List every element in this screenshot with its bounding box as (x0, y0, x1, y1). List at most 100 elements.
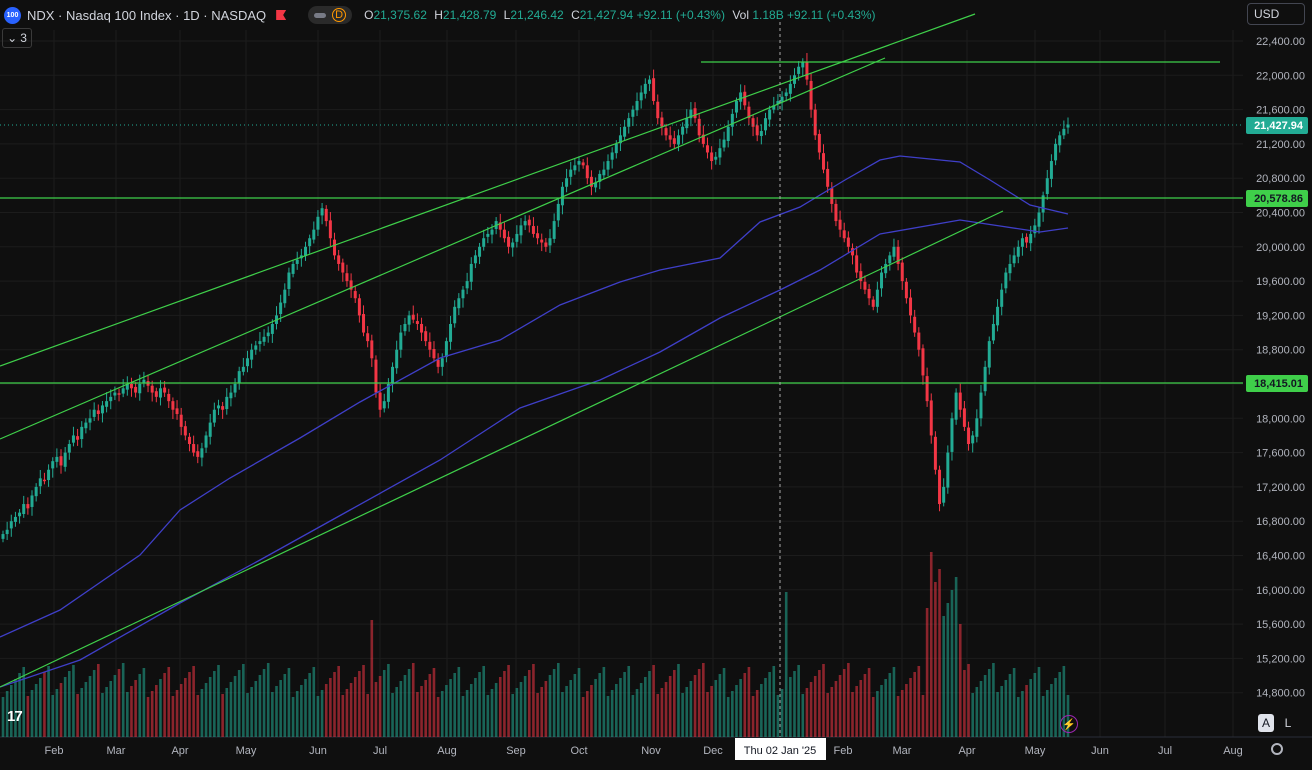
candle-body (449, 323, 453, 342)
volume-bar (345, 689, 349, 737)
gear-icon[interactable] (1271, 743, 1283, 755)
candle-body (378, 392, 382, 410)
volume-bar (486, 695, 490, 737)
candle-body (262, 336, 266, 342)
candle-body (585, 165, 589, 179)
candle-body (552, 221, 556, 239)
candle-body (113, 392, 117, 396)
candle-body (30, 495, 34, 507)
price-badge-bg (1246, 375, 1308, 392)
high-label: H (434, 8, 443, 22)
volume-bar (55, 689, 59, 737)
candle-body (892, 246, 896, 257)
candle-body (996, 306, 1000, 326)
volume-bar (1045, 690, 1049, 737)
volume-bar (826, 693, 829, 737)
candle-body (1041, 195, 1045, 213)
data-status-pill[interactable]: D (308, 6, 353, 24)
candle-body (660, 117, 664, 127)
candle-body (714, 156, 718, 160)
candle-body (183, 426, 187, 436)
log-scale-button[interactable]: L (1284, 716, 1292, 730)
y-tick-label: 18,000.00 (1256, 413, 1305, 425)
indicators-toggle-button[interactable]: ⌄ 3 (2, 28, 32, 48)
volume-bar (217, 665, 220, 737)
volume-bar (519, 682, 523, 737)
x-tick-label: Oct (570, 745, 587, 757)
candle-body (96, 410, 100, 415)
candle-body (333, 239, 337, 256)
price-badge-label: 20,578.86 (1254, 193, 1303, 205)
volume-bar (34, 684, 38, 737)
volume-bar (934, 582, 937, 737)
volume-bar (192, 666, 195, 737)
volume-bar (291, 697, 295, 737)
volume-bar (498, 677, 502, 737)
candle-body (212, 409, 216, 423)
candle-body (279, 302, 283, 315)
y-tick-label: 19,600.00 (1256, 276, 1305, 288)
candle-body (536, 233, 540, 239)
candle-body (1, 534, 5, 539)
volume-bar (445, 685, 448, 737)
candle-body (594, 182, 598, 188)
tradingview-logo-icon[interactable]: 17 (7, 708, 23, 725)
volume-bar (312, 667, 316, 737)
volume-bar (697, 669, 701, 737)
volume-bar (109, 681, 113, 737)
volume-bar (917, 666, 921, 737)
volume-bar (188, 672, 191, 737)
candle-body (295, 259, 299, 264)
x-tick-label: May (1025, 745, 1046, 757)
volume-bar (735, 685, 738, 737)
volume-bar (113, 675, 117, 737)
currency-select[interactable]: USD (1247, 3, 1305, 25)
candle-body (498, 222, 502, 230)
y-tick-label: 20,400.00 (1256, 208, 1305, 220)
volume-bar (416, 692, 419, 737)
price-badge-bg (1246, 117, 1308, 134)
candle-body (134, 386, 138, 393)
candle-body (689, 109, 693, 119)
candle-body (1045, 178, 1049, 194)
volume-bar (668, 676, 672, 737)
volume-bar (1062, 666, 1066, 737)
volume-bar (627, 666, 631, 737)
volume-bar (101, 693, 104, 737)
candle-body (631, 109, 635, 117)
candle-body (851, 248, 855, 256)
volume-bar (847, 663, 850, 737)
candle-body (320, 208, 324, 216)
symbol-title[interactable]: NDX · Nasdaq 100 Index · 1D · NASDAQ (27, 7, 267, 23)
volume-bar (950, 590, 954, 737)
volume-bar (569, 680, 573, 737)
candle-body (221, 406, 225, 410)
candle-body (312, 229, 316, 240)
y-tick-label: 17,200.00 (1256, 482, 1305, 494)
lightning-icon[interactable]: ⚡ (1060, 715, 1078, 733)
nasdaq-100-logo-icon[interactable]: 100 (4, 6, 21, 24)
flag-icon[interactable] (276, 10, 287, 20)
candle-body (859, 271, 863, 282)
volume-bar (411, 663, 415, 737)
auto-scale-button[interactable]: A (1258, 714, 1274, 732)
volume-bar (822, 664, 825, 737)
volume-bar (760, 684, 763, 737)
volume-bar (5, 691, 9, 737)
symbol-header: 100 NDX · Nasdaq 100 Index · 1D · NASDAQ… (4, 5, 880, 25)
candle-body (465, 281, 469, 289)
candle-body (208, 422, 212, 437)
candle-body (958, 392, 962, 410)
candle-body (507, 236, 511, 247)
candle-body (900, 262, 904, 282)
volume-bar (789, 677, 792, 737)
x-tick-label: Apr (171, 745, 188, 757)
volume-bar (834, 681, 838, 737)
candle-body (154, 391, 158, 397)
volume-bar (9, 685, 13, 737)
candle-body (196, 451, 200, 457)
ma-50-line (0, 155, 1069, 638)
candle-body (353, 291, 357, 299)
